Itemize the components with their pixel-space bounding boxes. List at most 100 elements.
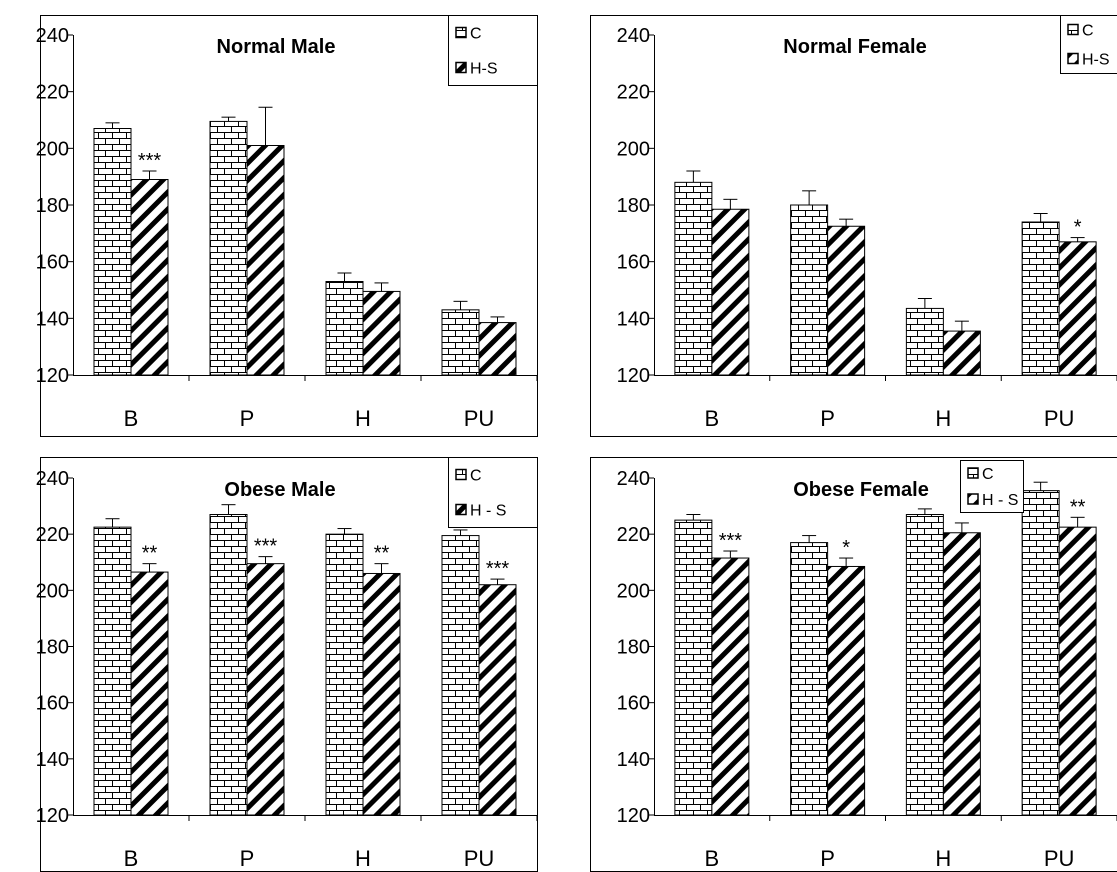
legend-label: C bbox=[1082, 23, 1094, 40]
bar-hs bbox=[711, 208, 750, 376]
y-tick-label: 240 bbox=[617, 25, 650, 47]
y-tick-label: 160 bbox=[36, 693, 69, 715]
legend-swatch-c bbox=[455, 26, 467, 39]
bar-c bbox=[905, 514, 944, 816]
bar-hs bbox=[362, 572, 401, 816]
bar-c bbox=[441, 309, 480, 376]
legend-swatch-c bbox=[1067, 23, 1079, 36]
bar-hs bbox=[478, 584, 517, 816]
bar-hs bbox=[942, 330, 981, 376]
legend-label: C bbox=[470, 468, 482, 485]
legend-swatch-c bbox=[455, 468, 467, 481]
significance-marker: ** bbox=[142, 543, 158, 565]
category-label: B bbox=[124, 406, 139, 431]
category-label: PU bbox=[464, 406, 495, 431]
significance-marker: ** bbox=[1070, 496, 1086, 518]
bar-c bbox=[325, 533, 364, 816]
significance-marker: *** bbox=[254, 536, 278, 558]
y-tick-label: 160 bbox=[617, 693, 650, 715]
legend-label: H-S bbox=[470, 61, 498, 78]
category-label: PU bbox=[1044, 406, 1075, 431]
legend: C H - S bbox=[448, 457, 538, 528]
chart-panel-1: 120 140 160 180 200 220 240 B *** P H PU Normal Male… bbox=[36, 15, 538, 437]
chart-panel-2: 120 140 160 180 200 220 240 B P H PU * Normal Female… bbox=[590, 15, 1117, 437]
y-tick-label: 200 bbox=[36, 580, 69, 602]
category-label: P bbox=[820, 406, 835, 431]
bar-c bbox=[325, 281, 364, 376]
y-tick-label: 220 bbox=[617, 524, 650, 546]
bar-hs bbox=[711, 557, 750, 816]
legend-label: C bbox=[470, 26, 482, 43]
bar-hs bbox=[827, 565, 866, 816]
category-label: P bbox=[240, 846, 255, 871]
y-tick-label: 240 bbox=[36, 25, 69, 47]
y-tick-label: 220 bbox=[617, 82, 650, 104]
bar-c bbox=[441, 535, 480, 816]
chart-title: Normal Female bbox=[783, 36, 926, 58]
y-tick-label: 180 bbox=[617, 195, 650, 217]
y-tick-label: 140 bbox=[36, 308, 69, 330]
category-label: H bbox=[935, 846, 951, 871]
legend-swatch-hs bbox=[455, 61, 467, 74]
chart-title: Obese Male bbox=[224, 479, 335, 501]
significance-marker: * bbox=[842, 537, 850, 559]
y-tick-label: 140 bbox=[617, 749, 650, 771]
bar-c bbox=[790, 542, 829, 816]
legend-swatch-c bbox=[967, 467, 979, 479]
category-label: H bbox=[355, 406, 371, 431]
bar-hs bbox=[130, 179, 169, 376]
y-tick-label: 180 bbox=[617, 637, 650, 659]
bar-hs bbox=[130, 571, 169, 816]
category-label: B bbox=[705, 406, 720, 431]
bar-c bbox=[93, 526, 132, 816]
bar-c bbox=[1021, 221, 1060, 376]
legend-label: H - S bbox=[470, 503, 506, 520]
legend: C H - S bbox=[960, 460, 1024, 513]
bar-hs bbox=[362, 290, 401, 376]
bar-hs bbox=[246, 145, 285, 376]
chart-title: Obese Female bbox=[793, 479, 929, 501]
category-label: PU bbox=[464, 846, 495, 871]
bar-hs bbox=[942, 532, 981, 816]
y-tick-label: 240 bbox=[617, 468, 650, 490]
chart-panel-4: 120 140 160 180 200 220 240 B *** P * H PU ** Obese Fe… bbox=[590, 457, 1117, 872]
y-tick-label: 200 bbox=[36, 138, 69, 160]
bar-hs bbox=[827, 225, 866, 376]
y-tick-label: 200 bbox=[617, 580, 650, 602]
bar-c bbox=[93, 128, 132, 376]
category-label: PU bbox=[1044, 846, 1075, 871]
significance-marker: * bbox=[1074, 217, 1082, 239]
bar-c bbox=[209, 120, 248, 376]
y-tick-label: 220 bbox=[36, 524, 69, 546]
bar-hs bbox=[478, 322, 517, 376]
legend-swatch-hs bbox=[967, 493, 979, 505]
bar-c bbox=[209, 514, 248, 816]
bar-c bbox=[905, 307, 944, 376]
y-tick-label: 140 bbox=[617, 308, 650, 330]
y-tick-label: 200 bbox=[617, 138, 650, 160]
y-tick-label: 120 bbox=[617, 365, 650, 387]
chart-panel-3: 120 140 160 180 200 220 240 B ** P *** H ** PU *** Obes… bbox=[36, 457, 538, 872]
y-tick-label: 120 bbox=[36, 365, 69, 387]
bar-c bbox=[674, 519, 713, 816]
y-tick-label: 180 bbox=[36, 195, 69, 217]
category-label: P bbox=[820, 846, 835, 871]
bar-c bbox=[790, 204, 829, 376]
legend-swatch-hs bbox=[1067, 52, 1079, 65]
category-label: H bbox=[935, 406, 951, 431]
category-label: B bbox=[124, 846, 139, 871]
category-label: H bbox=[355, 846, 371, 871]
category-label: B bbox=[705, 846, 720, 871]
legend-label: H - S bbox=[982, 492, 1018, 509]
bar-c bbox=[674, 181, 713, 376]
legend-label: C bbox=[982, 466, 994, 483]
y-tick-label: 120 bbox=[36, 805, 69, 827]
chart-title: Normal Male bbox=[217, 36, 336, 58]
y-tick-label: 240 bbox=[36, 468, 69, 490]
y-tick-label: 160 bbox=[36, 252, 69, 274]
significance-marker: *** bbox=[138, 150, 162, 172]
significance-marker: ** bbox=[374, 543, 390, 565]
legend-label: H-S bbox=[1082, 52, 1110, 69]
y-tick-label: 160 bbox=[617, 252, 650, 274]
